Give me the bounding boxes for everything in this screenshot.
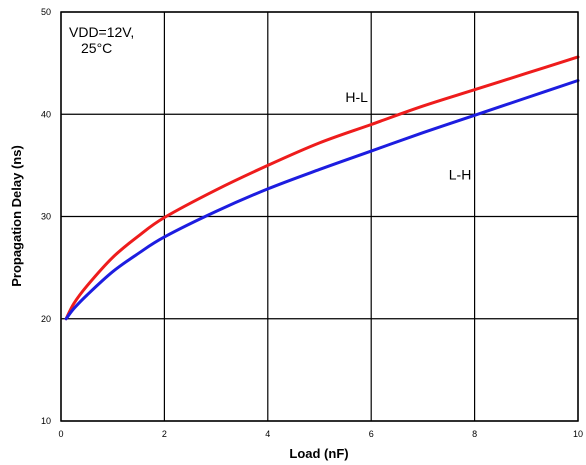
series-line-h-l [64, 55, 580, 321]
x-tick-label-0: 0 [58, 429, 63, 439]
annotation-line-1: VDD=12V, [69, 24, 134, 40]
series-line-l-h [64, 79, 580, 321]
conditions-annotation: VDD=12V, 25°C [69, 24, 134, 56]
x-axis-title: Load (nF) [289, 446, 348, 461]
grid-lines [60, 11, 579, 422]
series-lines [64, 55, 580, 321]
series-label-l-h: L-H [449, 167, 472, 183]
y-tick-label-30: 30 [41, 212, 51, 222]
y-axis-title: Propagation Delay (ns) [9, 145, 24, 287]
x-tick-label-10: 10 [573, 429, 583, 439]
y-tick-label-50: 50 [41, 7, 51, 17]
series-label-h-l: H-L [345, 89, 368, 105]
x-tick-label-2: 2 [162, 429, 167, 439]
y-tick-label-10: 10 [41, 416, 51, 426]
y-tick-label-20: 20 [41, 314, 51, 324]
series-labels: H-L L-H [345, 89, 471, 183]
x-tick-label-6: 6 [369, 429, 374, 439]
y-tick-label-40: 40 [41, 109, 51, 119]
tick-labels: 0 2 4 6 8 10 10 20 30 40 50 [41, 7, 583, 439]
x-tick-label-8: 8 [472, 429, 477, 439]
plot-frame [60, 11, 579, 422]
annotation-line-2: 25°C [81, 40, 112, 56]
x-tick-label-4: 4 [265, 429, 270, 439]
